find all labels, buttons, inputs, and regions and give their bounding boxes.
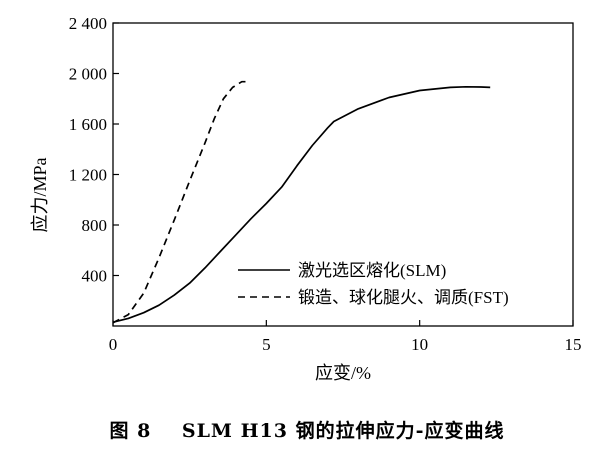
plot-axes: 0 5 10 15 400 800 1 200 1 600 2 000 2 400	[69, 14, 582, 354]
y-tick-label: 1 200	[69, 166, 107, 185]
y-tick-label: 2 400	[69, 14, 107, 33]
x-tick-label: 5	[262, 335, 271, 354]
plot-frame	[112, 22, 574, 327]
legend: 激光选区熔化(SLM) 锻造、球化腿火、调质(FST)	[238, 261, 509, 307]
y-tick-label: 1 600	[69, 115, 107, 134]
figure-title: SLM H13 钢的拉伸应力-应变曲线	[181, 420, 505, 442]
series-line-fst	[112, 80, 248, 324]
y-tick-label: 2 000	[69, 65, 107, 84]
legend-label-slm: 激光选区熔化(SLM)	[298, 261, 446, 280]
series-layer	[112, 80, 491, 324]
x-tick-label: 10	[411, 335, 428, 354]
x-tick-label: 15	[565, 335, 582, 354]
x-axis-label: 应变/%	[315, 363, 371, 383]
y-tick-label: 800	[82, 216, 108, 235]
x-tick-label: 0	[109, 335, 118, 354]
y-tick-label: 400	[82, 267, 108, 286]
legend-label-fst: 锻造、球化腿火、调质(FST)	[298, 288, 509, 307]
figure-caption: 图 8 SLM H13 钢的拉伸应力-应变曲线	[0, 416, 614, 443]
y-axis-label: 应力/MPa	[30, 157, 50, 232]
figure-number: 图 8	[109, 420, 152, 442]
series-line-slm	[112, 85, 491, 324]
